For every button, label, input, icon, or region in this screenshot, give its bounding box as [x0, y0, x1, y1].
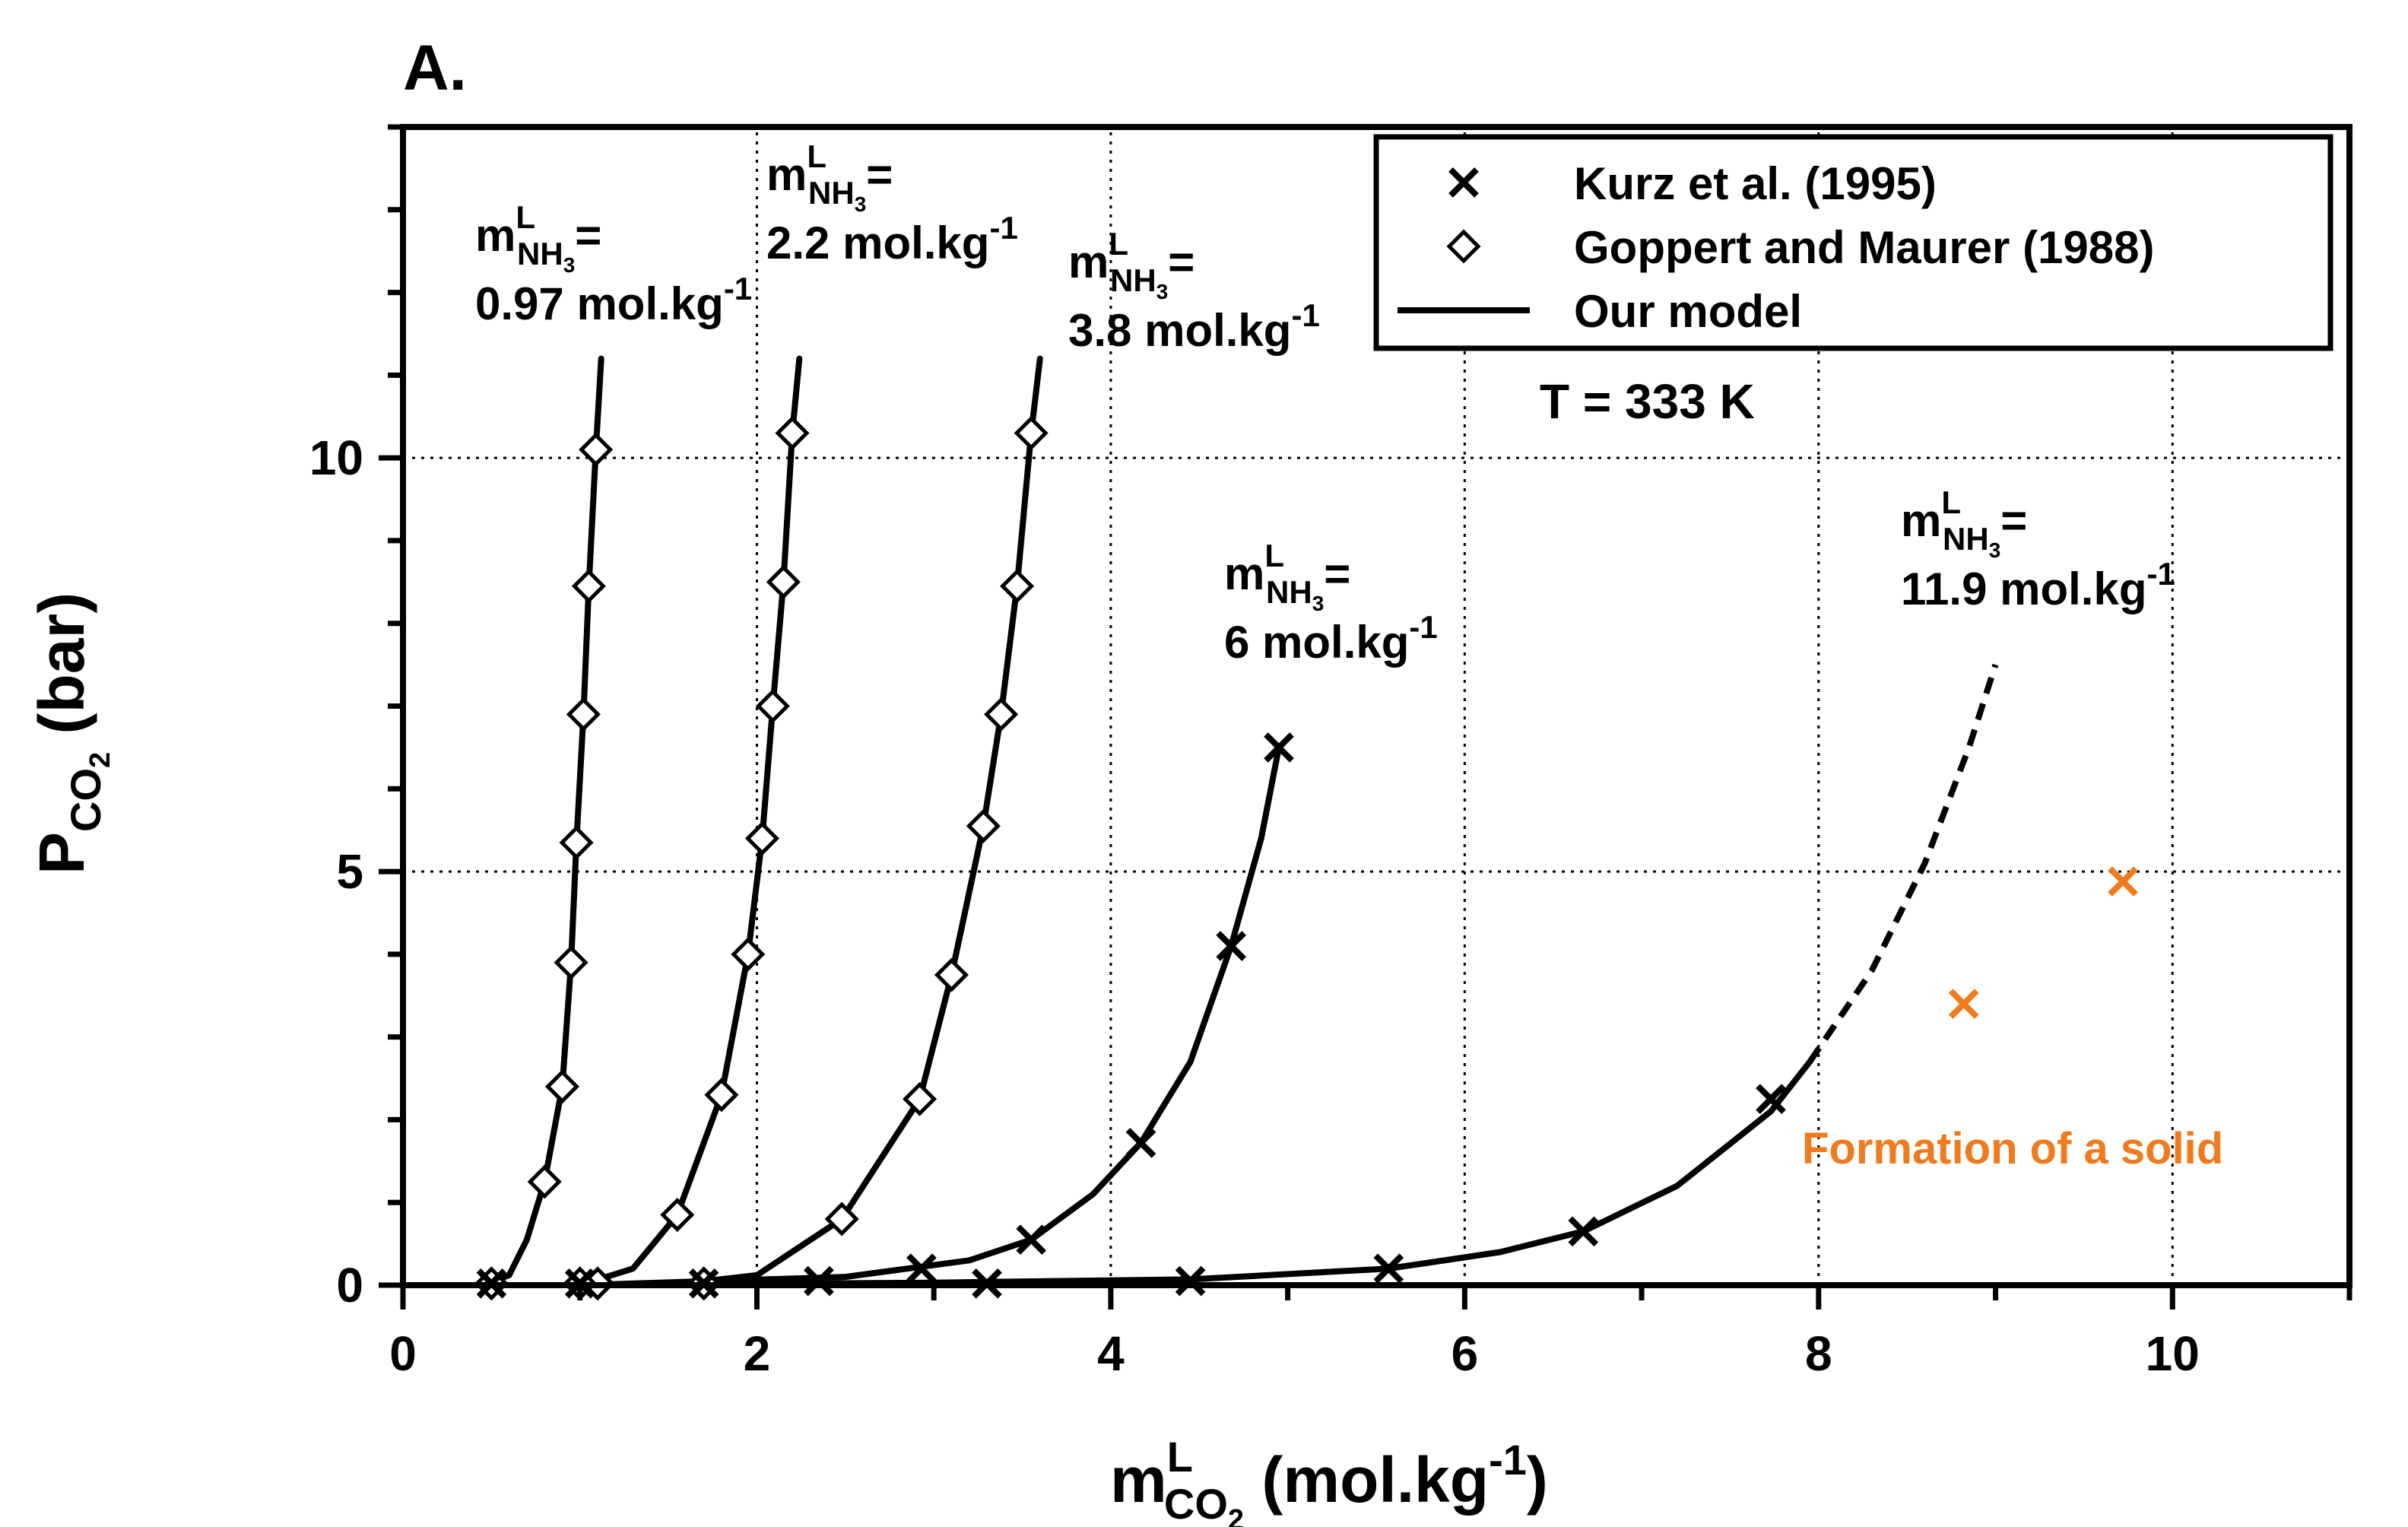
diamond-marker — [660, 1197, 695, 1233]
model-curve — [479, 355, 604, 1288]
cross-marker — [1373, 1253, 1404, 1284]
y-tick-label: 10 — [309, 430, 363, 485]
diamond-marker — [775, 415, 810, 451]
diamond-marker — [1000, 569, 1035, 604]
solid-formation-marker — [2108, 866, 2138, 897]
x-tick-label: 6 — [1451, 1326, 1479, 1381]
x-axis-label: mL CO2 (mol.kg-1) — [1110, 1433, 1548, 1527]
cross-marker — [1568, 1216, 1599, 1247]
y-tick-label: 5 — [336, 844, 363, 899]
diamond-marker — [731, 937, 766, 972]
legend-box — [1373, 134, 2333, 351]
diamond-marker — [566, 697, 601, 732]
model-curve — [576, 1059, 1813, 1288]
y-tick-label: 0 — [336, 1258, 363, 1313]
x-tick-label: 10 — [2146, 1326, 2200, 1381]
diamond-marker — [1014, 415, 1049, 451]
annotation-conc-11.9: mL NH3= 11.9 mol.kg-1 — [1901, 484, 2175, 614]
legend: Kurz et al. (1995) Goppert and Maurer (1… — [1373, 134, 2333, 351]
annotation-conc-0.97: mL NH3= 0.97 mol.kg-1 — [475, 199, 752, 329]
cross-marker — [1125, 1128, 1156, 1158]
solid-formation-label: Formation of a solid — [1802, 1124, 2223, 1173]
legend-label-goppert: Goppert and Maurer (1988) — [1574, 222, 2155, 273]
diamond-marker — [559, 825, 594, 860]
diamond-marker — [704, 1078, 739, 1113]
cross-marker — [1016, 1224, 1047, 1256]
cross-marker — [1175, 1265, 1206, 1297]
x-tick-label: 4 — [1097, 1326, 1125, 1381]
x-tick-label: 0 — [389, 1326, 417, 1381]
cross-marker — [1756, 1084, 1786, 1115]
svg-text:3.8 mol.kg-1: 3.8 mol.kg-1 — [1068, 297, 1320, 356]
diamond-marker — [903, 1081, 938, 1116]
legend-diamond-icon — [1446, 229, 1481, 264]
panel-label: A. — [403, 32, 467, 103]
diamond-marker — [527, 1164, 562, 1199]
solid-formation-marker — [1948, 989, 1979, 1019]
x-tick-label: 8 — [1805, 1326, 1832, 1381]
diamond-marker — [824, 1202, 859, 1237]
diamond-marker — [571, 569, 606, 604]
model-curve — [576, 355, 803, 1288]
annotation-conc-2.2: mL NH3= 2.2 mol.kg-1 — [766, 138, 1018, 268]
annotation-conc-6: mL NH3= 6 mol.kg-1 — [1224, 538, 1438, 668]
diamond-marker — [966, 808, 1001, 843]
y-tick-labels: 0 5 10 — [309, 430, 363, 1313]
legend-cross-icon — [1448, 167, 1479, 198]
svg-text:6 mol.kg-1: 6 mol.kg-1 — [1224, 609, 1438, 668]
svg-text:2.2 mol.kg-1: 2.2 mol.kg-1 — [766, 210, 1018, 268]
diamond-marker — [579, 432, 614, 467]
y-axis-label: PCO2 (bar) — [26, 592, 116, 875]
diamond-marker — [554, 945, 589, 980]
diamond-marker — [755, 688, 790, 724]
cross-marker — [1216, 931, 1247, 961]
diamond-marker — [984, 697, 1019, 732]
diamond-marker — [934, 957, 969, 992]
model-curves — [479, 355, 1999, 1288]
svg-text:11.9 mol.kg-1: 11.9 mol.kg-1 — [1901, 556, 2175, 614]
x-tick-labels: 0 2 4 6 8 10 — [389, 1326, 2200, 1381]
svg-text:0.97 mol.kg-1: 0.97 mol.kg-1 — [475, 271, 752, 329]
model-curve-extrapolated — [1807, 663, 1999, 1064]
legend-label-model: Our model — [1574, 286, 1802, 337]
diamond-marker — [766, 564, 801, 599]
legend-label-kurz: Kurz et al. (1995) — [1574, 158, 1937, 209]
diamond-marker — [744, 821, 779, 856]
axis-ticks — [379, 124, 2352, 1310]
annotation-conc-3.8: mL NH3= 3.8 mol.kg-1 — [1068, 226, 1320, 356]
data-markers — [474, 415, 2138, 1301]
model-curve — [665, 355, 1043, 1288]
cross-marker — [804, 1265, 834, 1297]
temperature-label: T = 333 K — [1540, 374, 1755, 429]
cross-marker — [1264, 732, 1294, 763]
cross-marker — [906, 1253, 937, 1284]
diamond-marker — [544, 1069, 579, 1104]
grid-lines — [403, 127, 2349, 1285]
x-tick-label: 2 — [744, 1326, 771, 1381]
model-curve — [576, 744, 1282, 1288]
